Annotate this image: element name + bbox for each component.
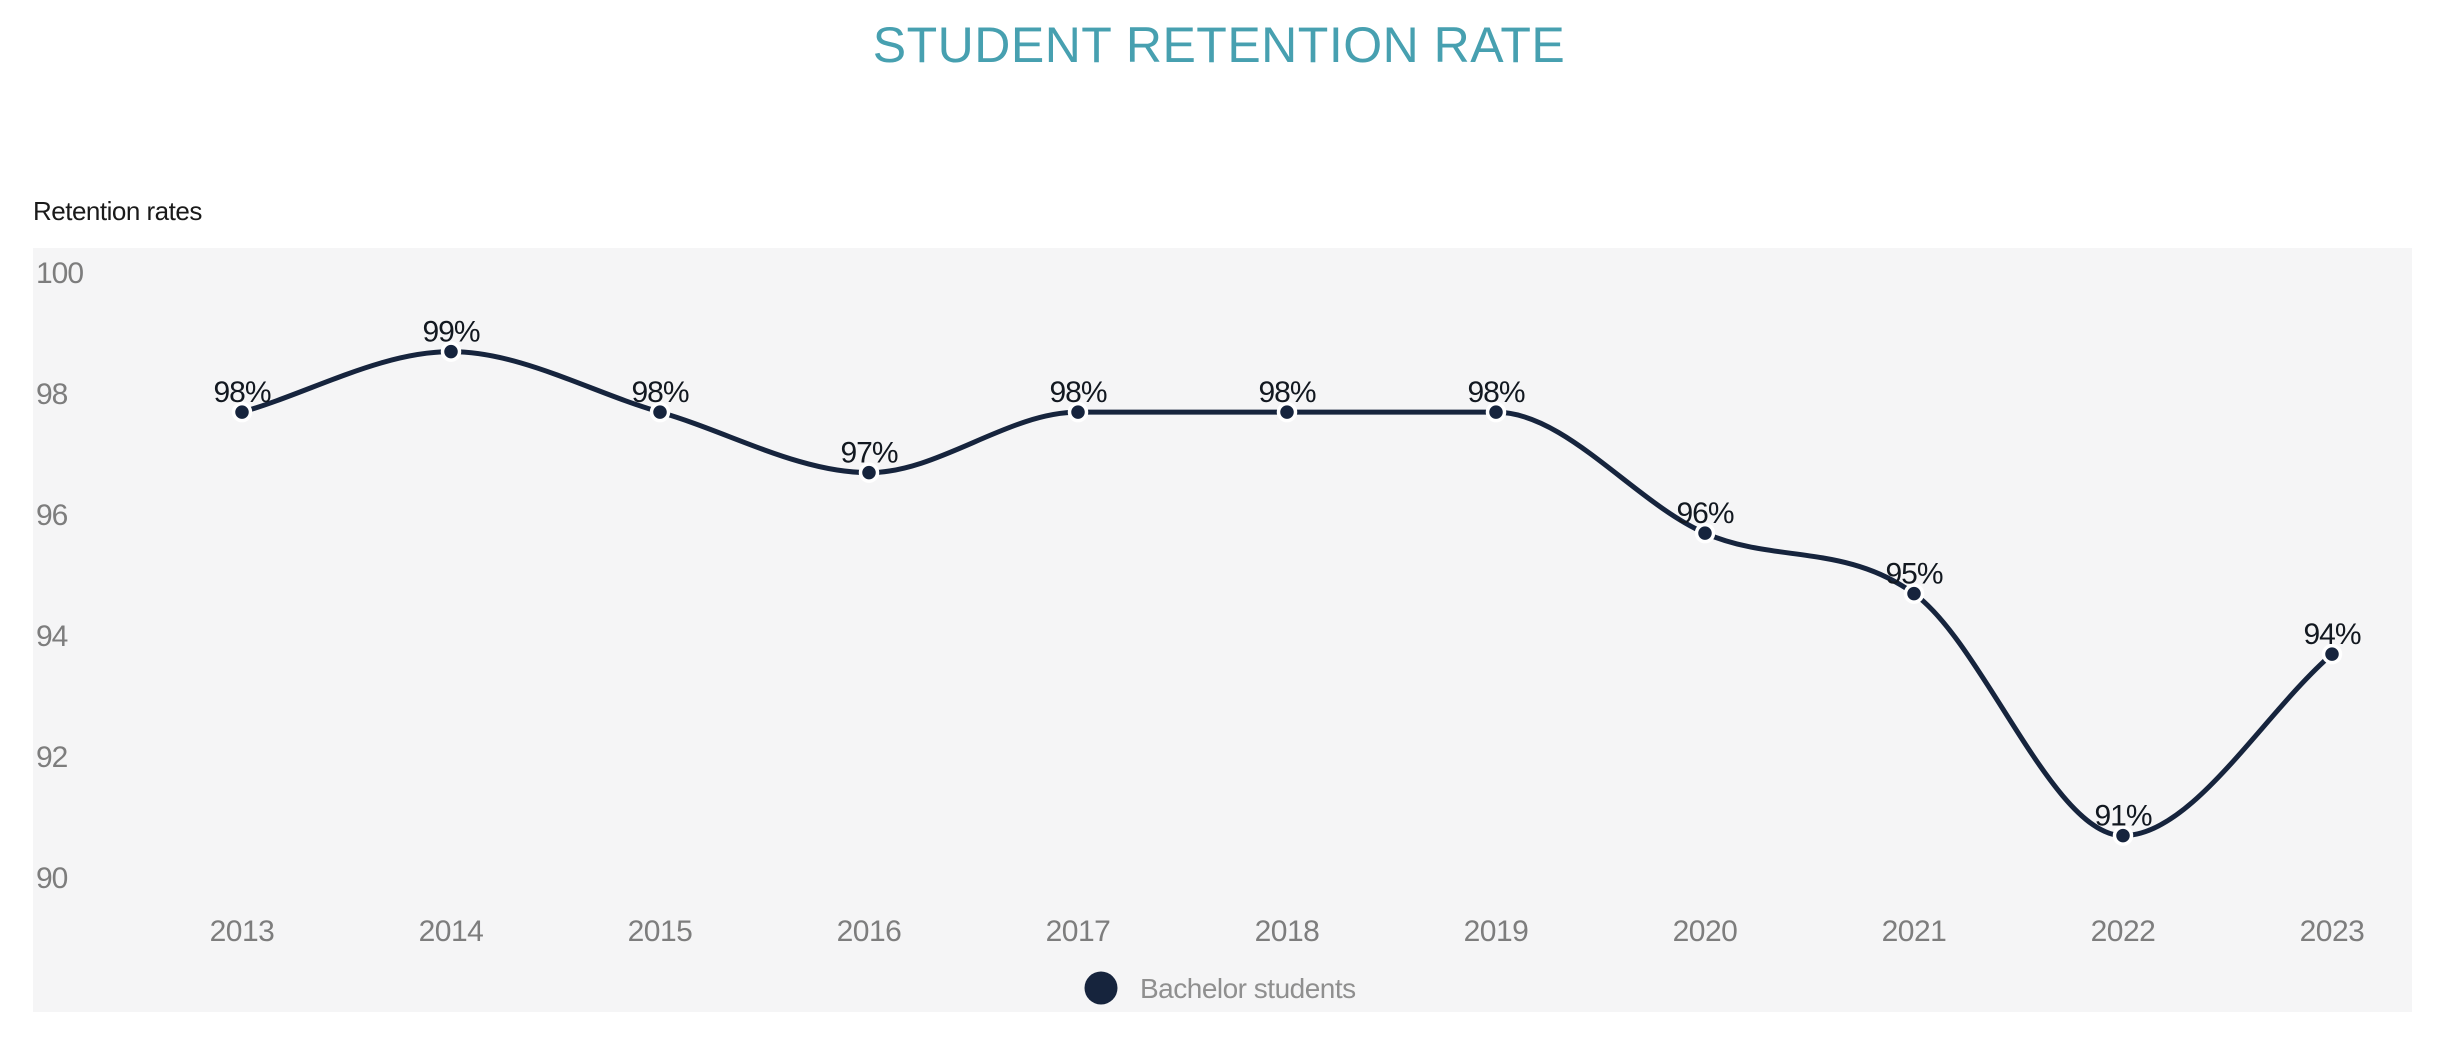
bachelor-students-line bbox=[239, 349, 2335, 839]
data-point-2019[interactable] bbox=[1485, 401, 1507, 423]
x-tick-label: 2015 bbox=[628, 915, 693, 948]
data-point-label-2022: 91% bbox=[2094, 800, 2151, 833]
x-tick-label: 2023 bbox=[2300, 915, 2365, 948]
data-point-2013[interactable] bbox=[231, 401, 253, 423]
y-tick-label: 92 bbox=[36, 741, 68, 774]
data-point-label-2018: 98% bbox=[1258, 376, 1315, 409]
data-point-2016[interactable] bbox=[858, 462, 880, 483]
y-axis-tick-labels: 100 98 96 94 92 90 bbox=[36, 257, 84, 895]
data-point-label-2019: 98% bbox=[1467, 376, 1524, 409]
data-point-label-2015: 98% bbox=[631, 376, 688, 409]
y-tick-label: 100 bbox=[36, 257, 83, 290]
x-tick-label: 2018 bbox=[1255, 915, 1320, 948]
chart-title: STUDENT RETENTION RATE bbox=[872, 17, 1566, 73]
legend-marker-icon bbox=[1084, 971, 1118, 1005]
data-point-2018[interactable] bbox=[1276, 401, 1298, 423]
x-tick-label: 2013 bbox=[210, 915, 275, 948]
y-axis-title: Retention rates bbox=[33, 196, 202, 226]
x-tick-label: 2022 bbox=[2091, 915, 2156, 948]
data-point-2023[interactable] bbox=[2321, 643, 2343, 665]
y-tick-label: 98 bbox=[36, 378, 68, 411]
data-point-label-2023: 94% bbox=[2303, 618, 2360, 651]
data-point-2022[interactable] bbox=[2112, 825, 2134, 846]
y-tick-label: 90 bbox=[36, 862, 68, 895]
legend[interactable]: Bachelor students bbox=[1084, 971, 1356, 1005]
data-point-label-2014: 99% bbox=[422, 316, 479, 349]
data-points bbox=[231, 341, 2343, 846]
y-tick-label: 94 bbox=[36, 620, 68, 653]
data-point-2015[interactable] bbox=[649, 401, 671, 423]
y-tick-label: 96 bbox=[36, 499, 68, 532]
data-point-2017[interactable] bbox=[1067, 401, 1089, 423]
x-tick-label: 2014 bbox=[419, 915, 484, 948]
x-tick-label: 2021 bbox=[1882, 915, 1947, 948]
data-point-2021[interactable] bbox=[1903, 583, 1925, 604]
x-tick-label: 2020 bbox=[1673, 915, 1738, 948]
data-point-label-2020: 96% bbox=[1676, 497, 1733, 530]
plot-area bbox=[33, 248, 2412, 1012]
data-point-label-2021: 95% bbox=[1885, 558, 1942, 591]
data-point-label-2013: 98% bbox=[213, 376, 270, 409]
x-axis-year-labels: 2013 2014 2015 2016 2017 2018 2019 2020 2021 2022… bbox=[210, 915, 2365, 948]
x-tick-label: 2017 bbox=[1046, 915, 1111, 948]
legend-label: Bachelor students bbox=[1140, 973, 1356, 1004]
data-point-label-2017: 98% bbox=[1049, 376, 1106, 409]
x-tick-label: 2016 bbox=[837, 915, 902, 948]
data-point-2020[interactable] bbox=[1694, 522, 1716, 544]
data-point-labels: 98% 99% 98% 97% 98% 98% 98% 96% 95% 91% 94% bbox=[213, 316, 2361, 833]
data-point-label-2016: 97% bbox=[840, 437, 897, 470]
data-point-2014[interactable] bbox=[440, 341, 462, 362]
x-tick-label: 2019 bbox=[1464, 915, 1529, 948]
